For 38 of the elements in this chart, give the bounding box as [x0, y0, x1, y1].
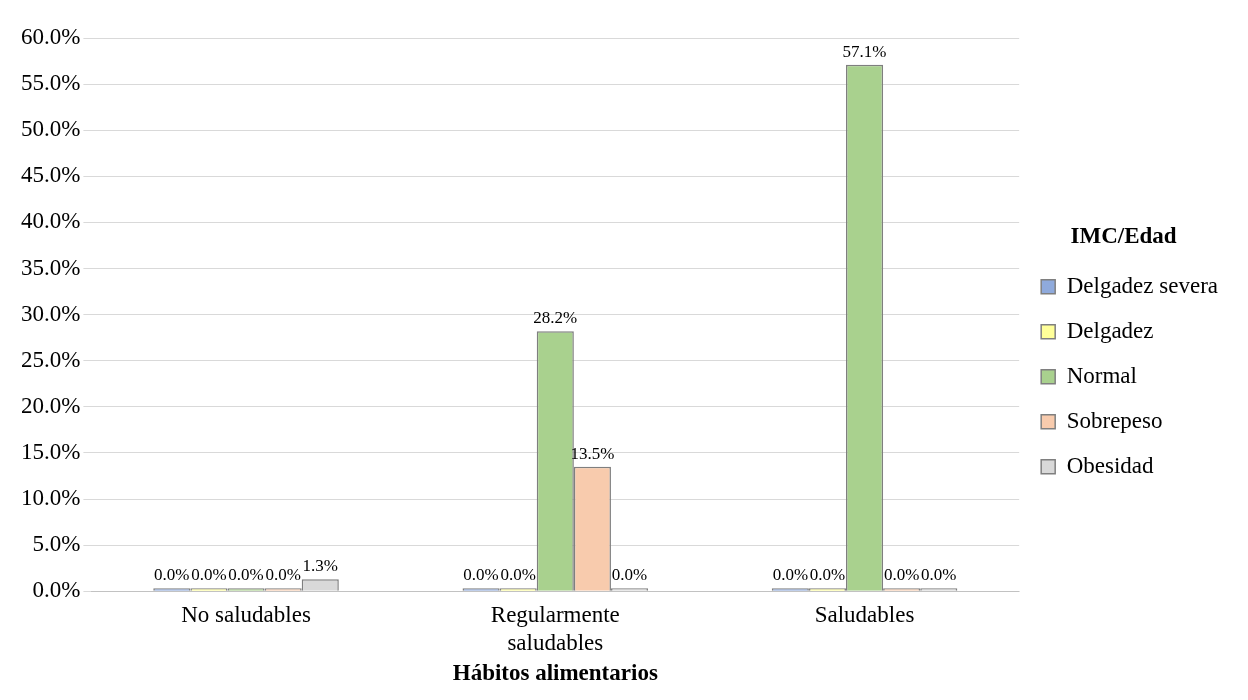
y-tick-label: 60.0%: [20, 24, 81, 50]
data-label: 0.0%: [154, 565, 190, 585]
data-label: 0.0%: [228, 565, 264, 585]
data-label: 0.0%: [500, 565, 536, 585]
data-label: 0.0%: [265, 565, 301, 585]
data-label: 0.0%: [611, 565, 648, 585]
y-tick-label: 55.0%: [20, 70, 81, 96]
legend-title: IMC/Edad: [1070, 223, 1177, 249]
data-label: 1.3%: [302, 556, 338, 576]
y-tick-label: 0.0%: [32, 577, 81, 603]
data-label: 0.0%: [883, 565, 920, 585]
y-tick-label: 15.0%: [20, 438, 81, 464]
x-tick-label: No saludables: [181, 602, 311, 628]
y-tick-label: 35.0%: [20, 254, 81, 280]
legend-label: Obesidad: [1066, 452, 1155, 478]
data-label: 0.0%: [463, 565, 499, 585]
legend-label: Normal: [1066, 362, 1137, 388]
data-label: 0.0%: [772, 565, 809, 585]
y-tick-label: 40.0%: [20, 208, 81, 234]
x-tick-label: Regularmente saludables: [490, 602, 620, 655]
data-label: 28.2%: [533, 308, 578, 328]
legend-label: Sobrepeso: [1066, 407, 1163, 433]
y-tick-label: 30.0%: [20, 300, 81, 326]
data-label: 0.0%: [921, 565, 957, 585]
data-label: 57.1%: [842, 41, 887, 61]
data-label: 13.5%: [570, 443, 615, 463]
y-tick-label: 25.0%: [20, 346, 81, 372]
legend-label: Delgadez: [1066, 317, 1154, 343]
y-tick-label: 10.0%: [20, 485, 81, 511]
x-axis-title: Hábitos alimentarios: [452, 660, 658, 686]
y-tick-label: 50.0%: [20, 116, 81, 142]
data-label: 0.0%: [809, 565, 846, 585]
y-tick-label: 20.0%: [20, 392, 81, 418]
data-label: 0.0%: [191, 565, 227, 585]
y-tick-label: 5.0%: [32, 531, 81, 557]
y-tick-label: 45.0%: [20, 162, 81, 188]
legend-label: Delgadez severa: [1066, 272, 1219, 298]
x-tick-label: Saludables: [814, 602, 915, 628]
